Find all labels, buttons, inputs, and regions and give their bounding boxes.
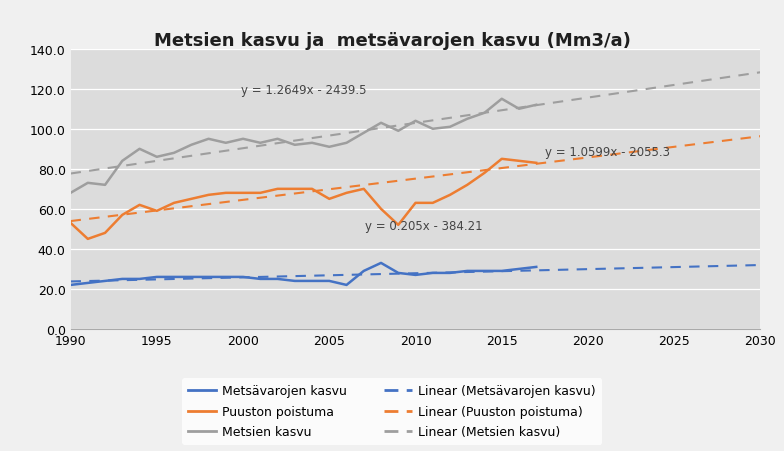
Text: Metsien kasvu ja  metsävarojen kasvu (Mm3/a): Metsien kasvu ja metsävarojen kasvu (Mm3… — [154, 32, 630, 50]
Text: y = 1.0599x - 2055.3: y = 1.0599x - 2055.3 — [545, 146, 670, 158]
Legend: Metsävarojen kasvu, Puuston poistuma, Metsien kasvu, Linear (Metsävarojen kasvu): Metsävarojen kasvu, Puuston poistuma, Me… — [182, 378, 602, 445]
Text: y = 1.2649x - 2439.5: y = 1.2649x - 2439.5 — [241, 83, 366, 97]
Text: y = 0.205x - 384.21: y = 0.205x - 384.21 — [365, 219, 483, 232]
